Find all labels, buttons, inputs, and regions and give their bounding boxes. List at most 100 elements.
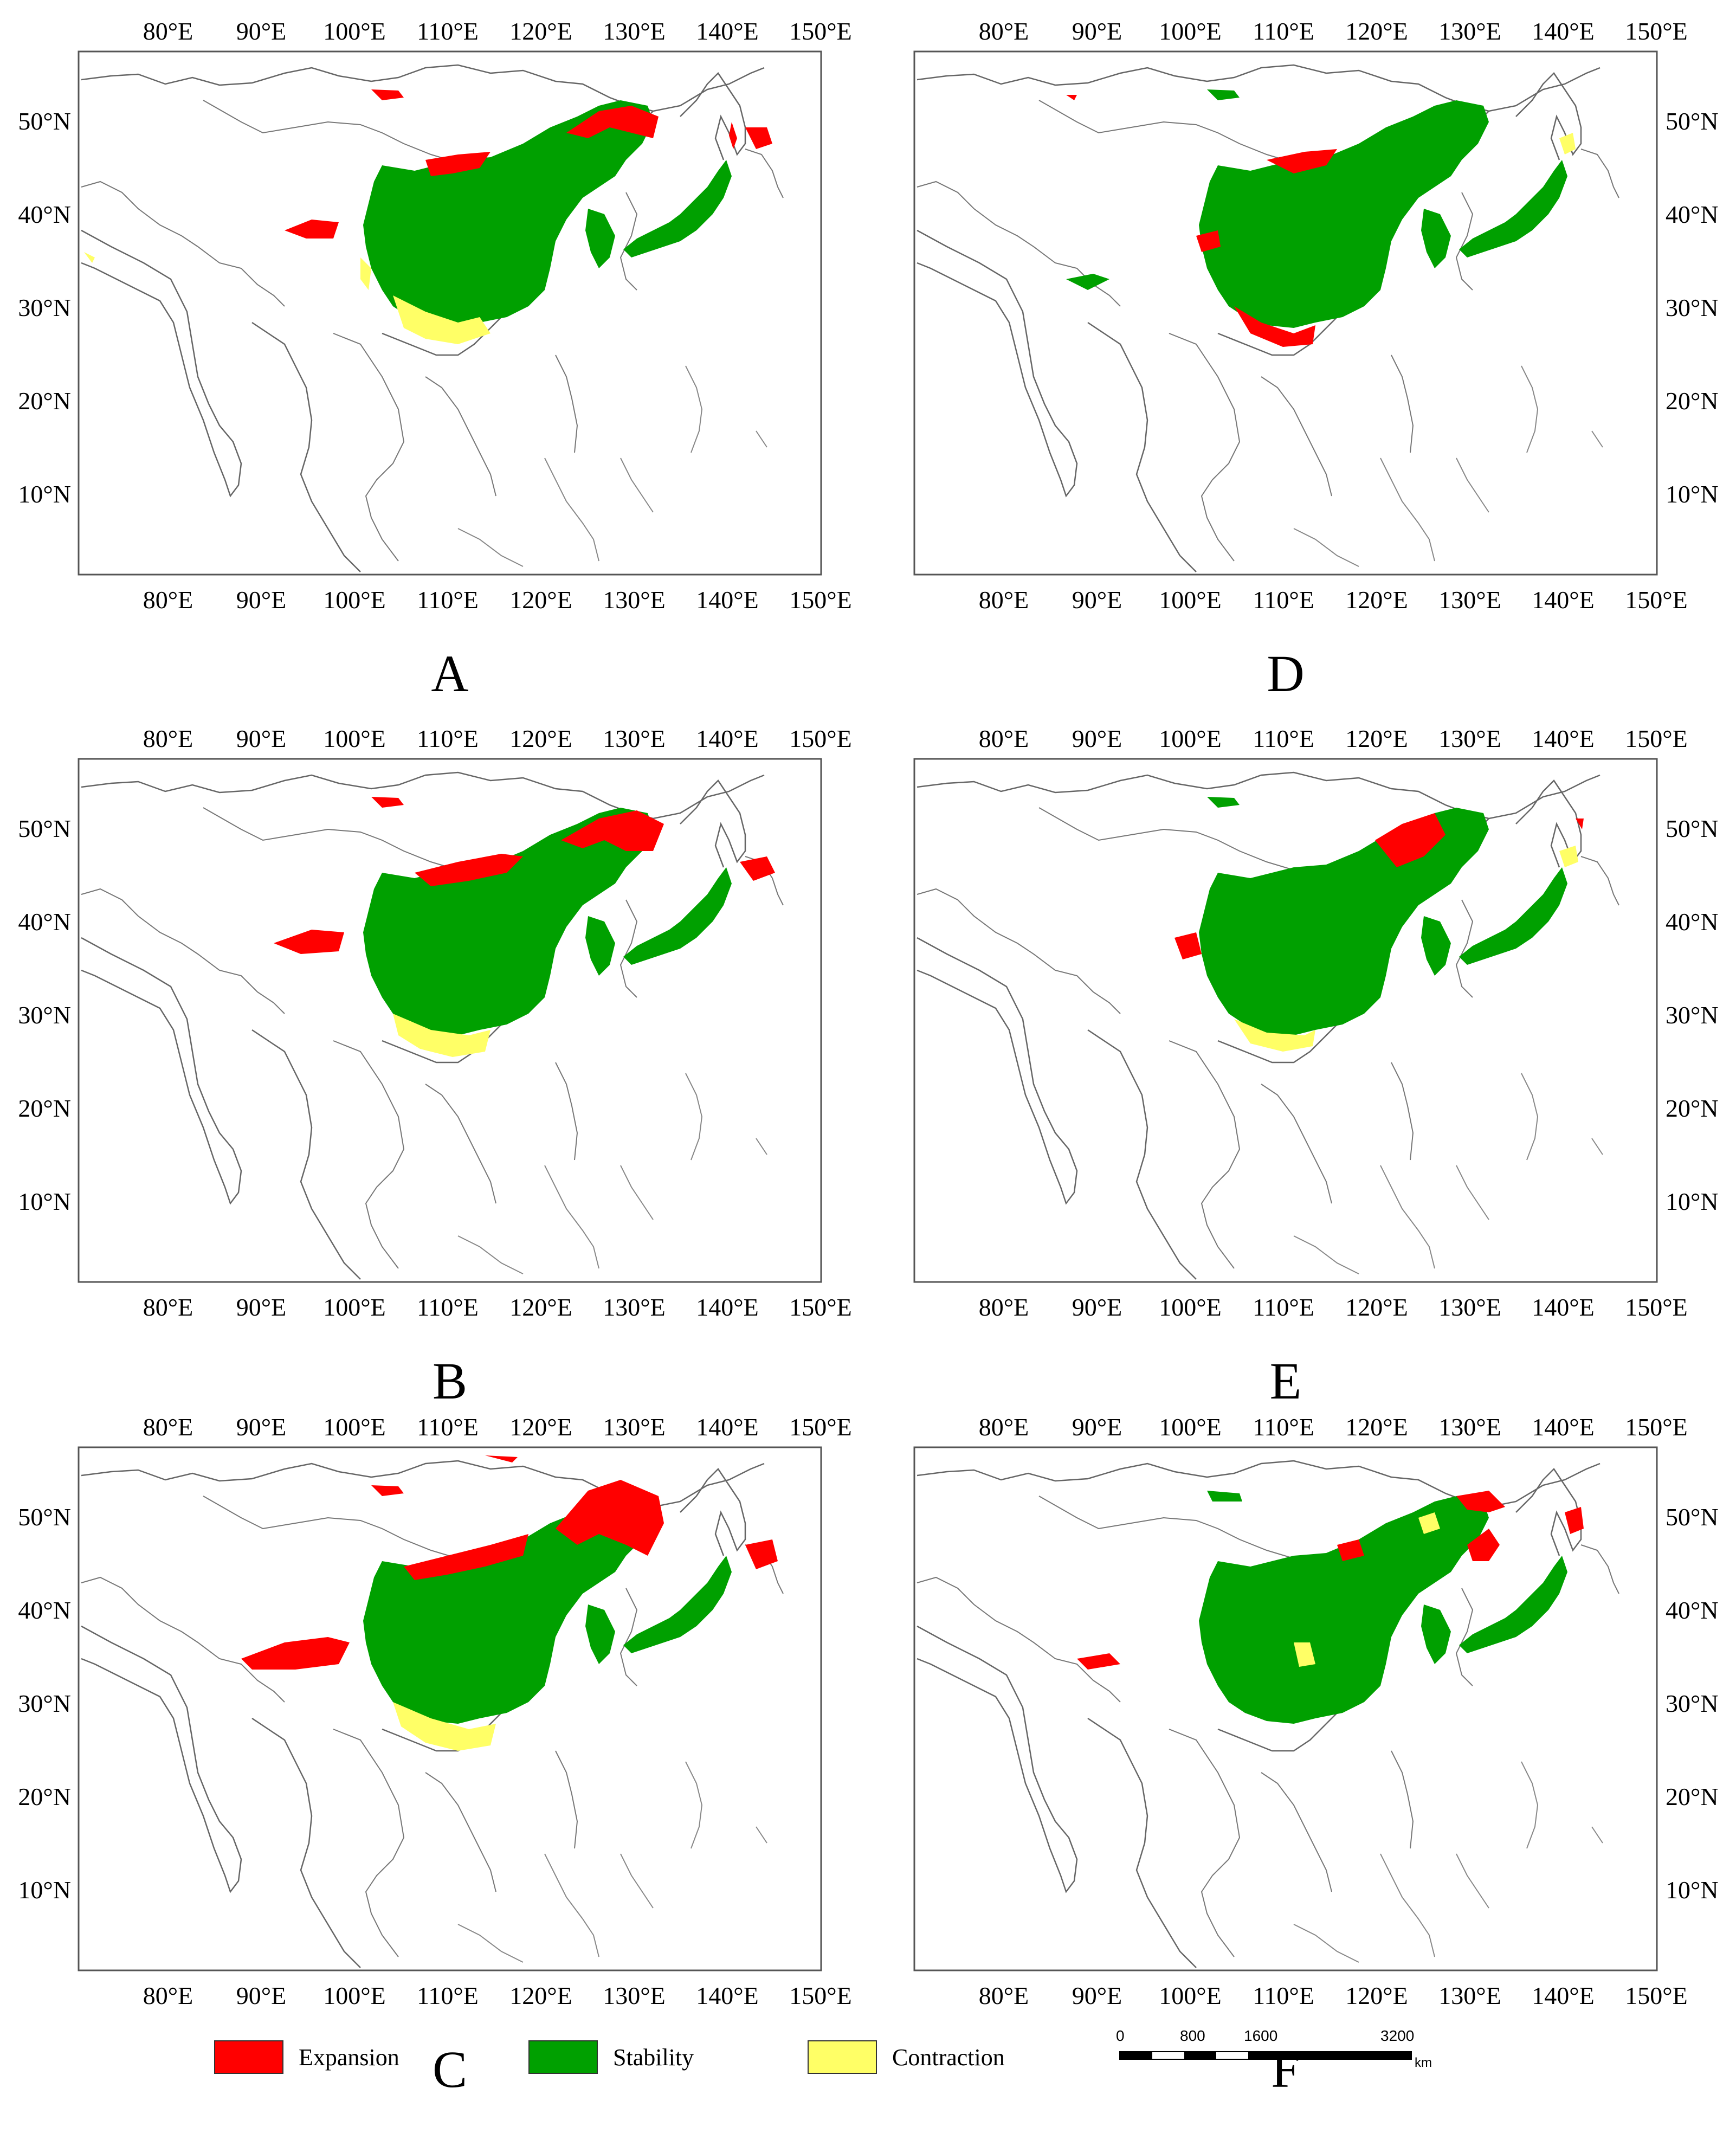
lon-tick-label: 80°E bbox=[979, 1982, 1029, 2009]
lon-tick-label: 150°E bbox=[1625, 1413, 1688, 1441]
lon-tick-label: 110°E bbox=[417, 1293, 479, 1321]
lon-tick-label: 90°E bbox=[1072, 1982, 1122, 2009]
lon-tick-label: 90°E bbox=[1072, 586, 1122, 614]
lon-tick-label: 130°E bbox=[603, 586, 666, 614]
lon-tick-label: 100°E bbox=[323, 586, 386, 614]
lon-tick-label: 100°E bbox=[1159, 1413, 1222, 1441]
lat-tick-label: 30°N bbox=[18, 294, 71, 321]
map-panel-e bbox=[913, 758, 1658, 1283]
lon-tick-label: 150°E bbox=[789, 1413, 852, 1441]
lon-tick-label: 150°E bbox=[789, 1293, 852, 1321]
lon-tick-label: 120°E bbox=[1345, 17, 1408, 45]
lon-tick-label: 130°E bbox=[1438, 586, 1501, 614]
lat-tick-label: 30°N bbox=[18, 1001, 71, 1029]
lon-tick-label: 110°E bbox=[1253, 1293, 1314, 1321]
lon-tick-label: 110°E bbox=[1253, 586, 1314, 614]
lon-tick-label: 110°E bbox=[1253, 725, 1314, 752]
lat-tick-label: 50°N bbox=[18, 107, 71, 135]
lon-tick-label: 80°E bbox=[143, 725, 193, 752]
legend-item-expansion: Expansion bbox=[214, 2038, 399, 2076]
lon-tick-label: 130°E bbox=[1438, 17, 1501, 45]
lon-tick-label: 120°E bbox=[509, 17, 572, 45]
lon-tick-label: 100°E bbox=[323, 725, 386, 752]
lon-tick-label: 120°E bbox=[509, 725, 572, 752]
lon-tick-label: 80°E bbox=[143, 586, 193, 614]
lon-tick-label: 110°E bbox=[1253, 17, 1314, 45]
lon-tick-label: 110°E bbox=[1253, 1982, 1314, 2009]
panel-label-a: A bbox=[431, 645, 468, 703]
lat-tick-label: 10°N bbox=[18, 1876, 71, 1904]
lon-tick-label: 100°E bbox=[1159, 725, 1222, 752]
lon-tick-label: 90°E bbox=[236, 17, 287, 45]
lon-tick-label: 90°E bbox=[1072, 17, 1122, 45]
lon-tick-label: 110°E bbox=[417, 1982, 479, 2009]
lon-tick-label: 110°E bbox=[417, 17, 479, 45]
lon-tick-label: 130°E bbox=[1438, 1293, 1501, 1321]
lon-tick-label: 90°E bbox=[236, 1293, 287, 1321]
scale-bar: 0 800 1600 3200 km bbox=[1114, 2027, 1432, 2087]
lon-tick-label: 120°E bbox=[1345, 586, 1408, 614]
lon-tick-label: 100°E bbox=[1159, 1982, 1222, 2009]
scale-label-0: 0 bbox=[1116, 2027, 1125, 2044]
lon-tick-label: 130°E bbox=[603, 725, 666, 752]
lon-tick-label: 100°E bbox=[323, 1413, 386, 1441]
lon-tick-label: 90°E bbox=[236, 1982, 287, 2009]
lon-tick-label: 150°E bbox=[789, 1982, 852, 2009]
lat-tick-label: 30°N bbox=[1666, 294, 1719, 321]
lon-tick-label: 150°E bbox=[789, 586, 852, 614]
panel-label-b: B bbox=[433, 1352, 467, 1410]
lon-tick-label: 80°E bbox=[979, 586, 1029, 614]
lon-tick-label: 150°E bbox=[1625, 586, 1688, 614]
lon-tick-label: 80°E bbox=[143, 1413, 193, 1441]
lon-tick-label: 140°E bbox=[696, 1413, 759, 1441]
legend-label-stability: Stability bbox=[613, 2044, 694, 2071]
lon-tick-label: 140°E bbox=[1532, 725, 1595, 752]
lon-tick-label: 100°E bbox=[1159, 17, 1222, 45]
lon-tick-label: 150°E bbox=[1625, 1982, 1688, 2009]
lon-tick-label: 90°E bbox=[1072, 1293, 1122, 1321]
lon-tick-label: 130°E bbox=[603, 17, 666, 45]
lon-tick-label: 150°E bbox=[1625, 17, 1688, 45]
lon-tick-label: 110°E bbox=[417, 586, 479, 614]
legend-item-stability: Stability bbox=[528, 2038, 694, 2076]
lat-tick-label: 30°N bbox=[18, 1690, 71, 1717]
lat-tick-label: 40°N bbox=[1666, 1596, 1719, 1624]
lat-tick-label: 50°N bbox=[1666, 107, 1719, 135]
lon-tick-label: 110°E bbox=[417, 725, 479, 752]
lon-tick-label: 140°E bbox=[1532, 17, 1595, 45]
lon-tick-label: 80°E bbox=[979, 1413, 1029, 1441]
lon-tick-label: 120°E bbox=[509, 586, 572, 614]
lat-tick-label: 10°N bbox=[18, 1188, 71, 1215]
lon-tick-label: 100°E bbox=[1159, 586, 1222, 614]
lon-tick-label: 120°E bbox=[1345, 1293, 1408, 1321]
map-panel-a bbox=[78, 50, 822, 576]
map-panel-d bbox=[913, 50, 1658, 576]
lon-tick-label: 80°E bbox=[143, 17, 193, 45]
lat-tick-label: 20°N bbox=[18, 1094, 71, 1122]
lon-tick-label: 120°E bbox=[509, 1293, 572, 1321]
lon-tick-label: 120°E bbox=[509, 1982, 572, 2009]
lon-tick-label: 130°E bbox=[603, 1413, 666, 1441]
lon-tick-label: 80°E bbox=[979, 1293, 1029, 1321]
lon-tick-label: 80°E bbox=[143, 1293, 193, 1321]
lat-tick-label: 20°N bbox=[1666, 387, 1719, 415]
lon-tick-label: 120°E bbox=[1345, 1413, 1408, 1441]
lat-tick-label: 10°N bbox=[1666, 1876, 1719, 1904]
scale-unit: km bbox=[1415, 2055, 1432, 2070]
lon-tick-label: 90°E bbox=[1072, 1413, 1122, 1441]
panel-label-e: E bbox=[1270, 1352, 1302, 1410]
panel-label-f: F bbox=[1271, 2040, 1300, 2098]
legend: Expansion Stability Contraction 0 800 16… bbox=[0, 2021, 1736, 2108]
lat-tick-label: 30°N bbox=[1666, 1001, 1719, 1029]
lon-tick-label: 90°E bbox=[236, 725, 287, 752]
lon-tick-label: 150°E bbox=[1625, 1293, 1688, 1321]
lon-tick-label: 120°E bbox=[1345, 725, 1408, 752]
lat-tick-label: 40°N bbox=[18, 908, 71, 936]
lon-tick-label: 100°E bbox=[323, 1982, 386, 2009]
lon-tick-label: 130°E bbox=[1438, 1413, 1501, 1441]
legend-swatch-stability bbox=[528, 2040, 598, 2074]
lat-tick-label: 10°N bbox=[1666, 1188, 1719, 1215]
lon-tick-label: 90°E bbox=[236, 1413, 287, 1441]
legend-swatch-contraction bbox=[808, 2040, 877, 2074]
lat-tick-label: 20°N bbox=[18, 1783, 71, 1810]
